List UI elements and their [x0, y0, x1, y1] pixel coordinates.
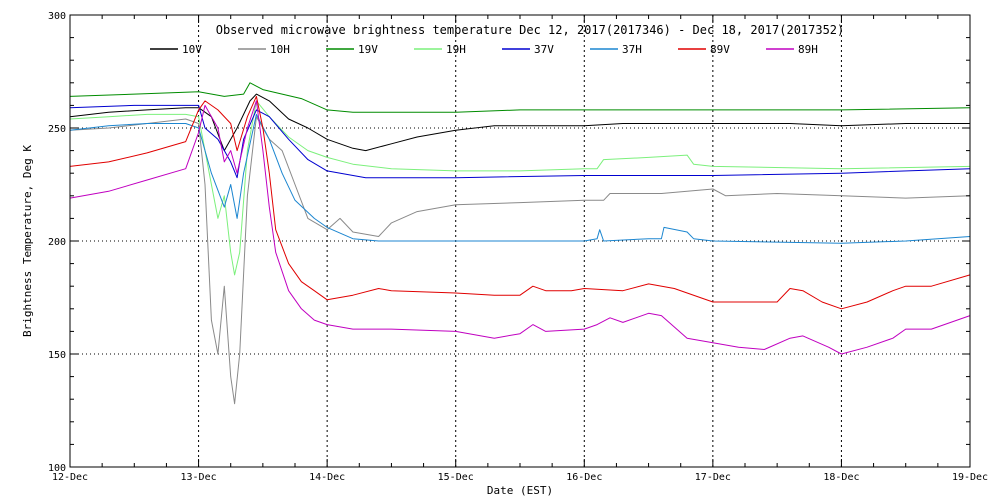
series-line-10v [69, 93, 970, 152]
chart-title: Observed microwave brightness temperatur… [216, 23, 845, 37]
legend-label-89v: 89V [710, 43, 730, 56]
y-tick-label: 100 [48, 463, 66, 474]
x-tick-label: 19-Dec [952, 472, 988, 483]
x-tick-label: 15-Dec [438, 472, 474, 483]
series-line-37h [69, 113, 971, 244]
legend-label-89h: 89H [798, 43, 818, 56]
legend-label-37h: 37H [622, 43, 642, 56]
series-line-19h [69, 100, 971, 276]
y-axis-ticks: 100 150 200 250 300 [48, 11, 970, 474]
y-tick-label: 200 [48, 237, 66, 248]
x-tick-label: 13-Dec [181, 472, 217, 483]
series-line-10h [69, 116, 971, 405]
series-line-89v [69, 95, 971, 310]
legend-label-37v: 37V [534, 43, 554, 56]
legend-label-10v: 10V [182, 43, 202, 56]
legend: 10V 10H 19V 19H 37V 37H 89V 89H [150, 43, 818, 56]
y-tick-label: 250 [48, 124, 66, 135]
y-tick-label: 300 [48, 11, 66, 22]
x-axis-title: Date (EST) [487, 484, 553, 497]
x-axis-ticks: 12-Dec 13-Dec 14-Dec 15-Dec 16-Dec 17-Dec 18-D… [52, 15, 988, 483]
series-line-19v [69, 82, 971, 113]
x-tick-label: 17-Dec [695, 472, 731, 483]
x-tick-label: 14-Dec [309, 472, 345, 483]
y-tick-label: 150 [48, 350, 66, 361]
legend-label-19h: 19H [446, 43, 466, 56]
x-tick-label: 12-Dec [52, 472, 88, 483]
series-lines [69, 82, 971, 405]
y-axis-title: Brightness Temperature, Deg K [21, 145, 34, 337]
x-tick-label: 16-Dec [566, 472, 602, 483]
series-line-37v [69, 104, 971, 179]
legend-label-10h: 10H [270, 43, 290, 56]
legend-label-19v: 19V [358, 43, 378, 56]
series-line-89h [69, 100, 971, 355]
x-tick-label: 18-Dec [823, 472, 859, 483]
